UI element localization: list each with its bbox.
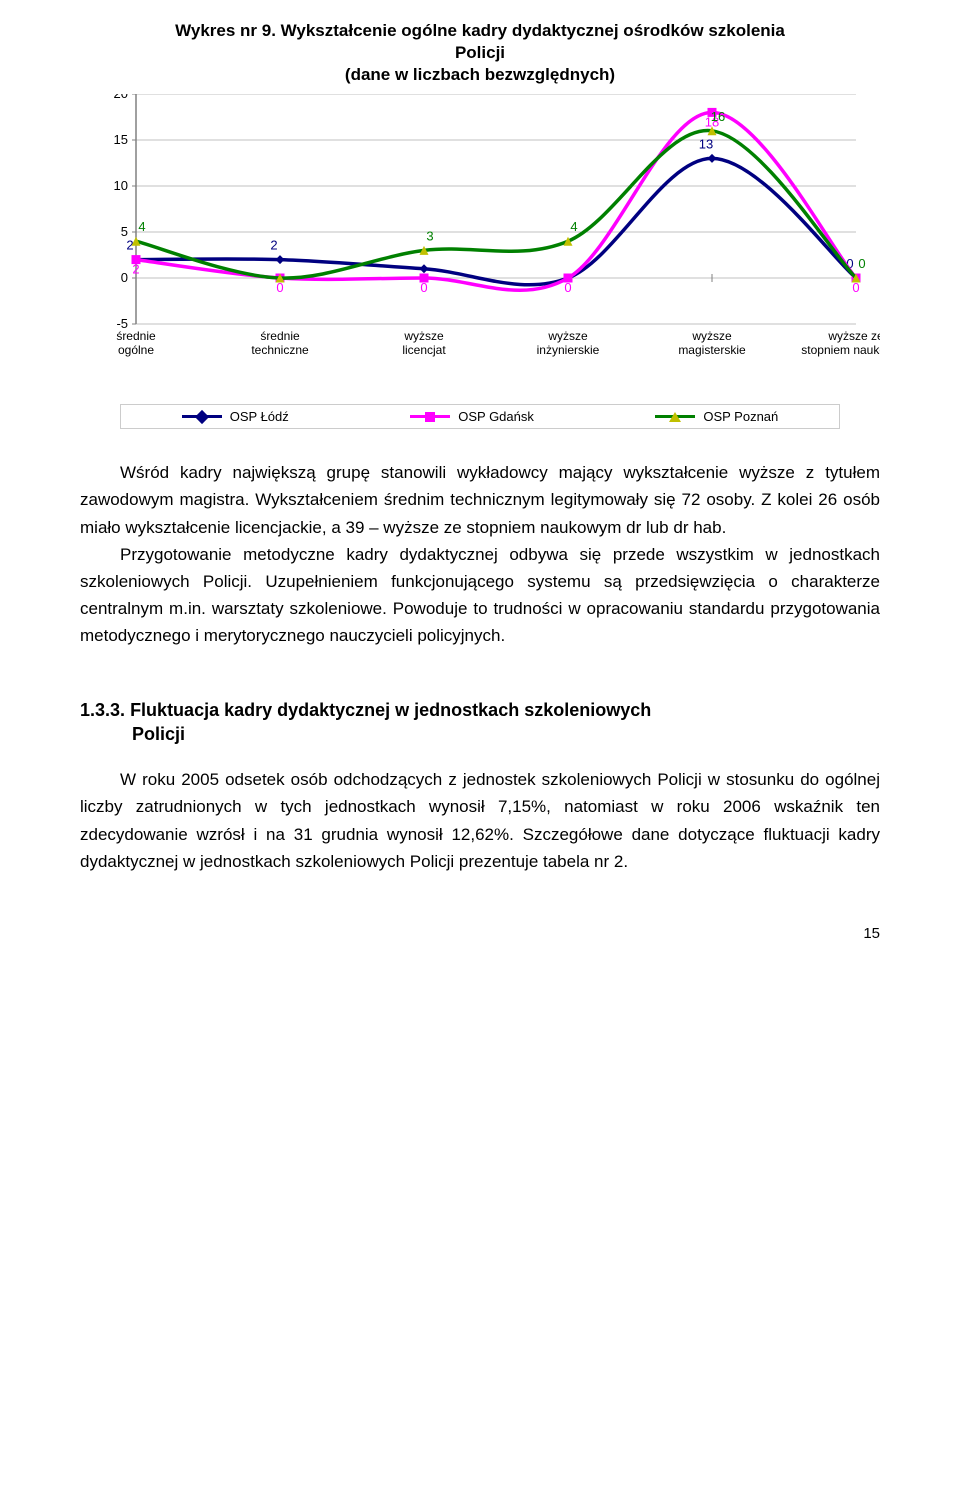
legend-marker bbox=[669, 412, 681, 422]
svg-text:4: 4 bbox=[570, 219, 577, 234]
chart-title: Wykres nr 9. Wykształcenie ogólne kadry … bbox=[80, 20, 880, 86]
svg-text:wyższe ze: wyższe ze bbox=[827, 329, 880, 343]
svg-text:średnie: średnie bbox=[116, 329, 156, 343]
legend-label: OSP Gdańsk bbox=[458, 409, 534, 424]
svg-text:10: 10 bbox=[114, 178, 128, 193]
paragraph-2: Przygotowanie metodyczne kadry dydaktycz… bbox=[80, 541, 880, 650]
section-title-line1: Fluktuacja kadry dydaktycznej w jednostk… bbox=[130, 700, 651, 720]
section-number: 1.3.3. bbox=[80, 700, 125, 720]
svg-text:15: 15 bbox=[114, 132, 128, 147]
body-text-block-2: W roku 2005 odsetek osób odchodzących z … bbox=[80, 766, 880, 875]
svg-text:3: 3 bbox=[426, 229, 433, 244]
legend-label: OSP Łódź bbox=[230, 409, 289, 424]
legend-marker bbox=[195, 410, 209, 424]
legend-item: OSP Poznań bbox=[655, 409, 778, 424]
svg-text:licencjat: licencjat bbox=[402, 343, 446, 357]
legend-line bbox=[182, 415, 222, 418]
svg-text:0: 0 bbox=[420, 280, 427, 295]
chart-area: -505101520średnieogólneśrednietechniczne… bbox=[80, 94, 880, 394]
legend-item: OSP Łódź bbox=[182, 409, 289, 424]
svg-text:0: 0 bbox=[858, 256, 865, 271]
svg-text:2: 2 bbox=[132, 262, 139, 277]
body-text-block-1: Wśród kadry największą grupę stanowili w… bbox=[80, 459, 880, 649]
legend-line bbox=[410, 415, 450, 418]
paragraph-1: Wśród kadry największą grupę stanowili w… bbox=[80, 459, 880, 541]
legend-marker bbox=[425, 412, 435, 422]
svg-text:13: 13 bbox=[699, 137, 713, 152]
svg-text:techniczne: techniczne bbox=[251, 343, 309, 357]
chart-title-line2: Policji bbox=[455, 43, 505, 62]
legend-line bbox=[655, 415, 695, 418]
legend-label: OSP Poznań bbox=[703, 409, 778, 424]
chart-svg: -505101520średnieogólneśrednietechniczne… bbox=[80, 94, 880, 394]
section-title-line2: Policji bbox=[80, 722, 880, 746]
svg-text:średnie: średnie bbox=[260, 329, 300, 343]
chart-legend: OSP Łódź OSP Gdańsk OSP Poznań bbox=[120, 404, 840, 429]
section-heading: 1.3.3. Fluktuacja kadry dydaktycznej w j… bbox=[80, 698, 880, 747]
svg-text:stopniem naukowym: stopniem naukowym bbox=[801, 343, 880, 357]
svg-text:16: 16 bbox=[711, 109, 725, 124]
svg-text:ogólne: ogólne bbox=[118, 343, 154, 357]
svg-text:0: 0 bbox=[121, 270, 128, 285]
svg-text:wyższe: wyższe bbox=[403, 329, 444, 343]
chart-title-line3: (dane w liczbach bezwzględnych) bbox=[345, 65, 615, 84]
legend-item: OSP Gdańsk bbox=[410, 409, 534, 424]
svg-text:4: 4 bbox=[138, 219, 145, 234]
paragraph-3: W roku 2005 odsetek osób odchodzących z … bbox=[80, 766, 880, 875]
svg-text:inżynierskie: inżynierskie bbox=[537, 343, 600, 357]
svg-text:magisterskie: magisterskie bbox=[678, 343, 746, 357]
svg-text:0: 0 bbox=[564, 280, 571, 295]
svg-text:wyższe: wyższe bbox=[547, 329, 588, 343]
svg-text:20: 20 bbox=[114, 94, 128, 101]
svg-text:wyższe: wyższe bbox=[691, 329, 732, 343]
svg-text:2: 2 bbox=[270, 238, 277, 253]
chart-title-line1: Wykres nr 9. Wykształcenie ogólne kadry … bbox=[175, 21, 785, 40]
page-number: 15 bbox=[80, 925, 880, 942]
